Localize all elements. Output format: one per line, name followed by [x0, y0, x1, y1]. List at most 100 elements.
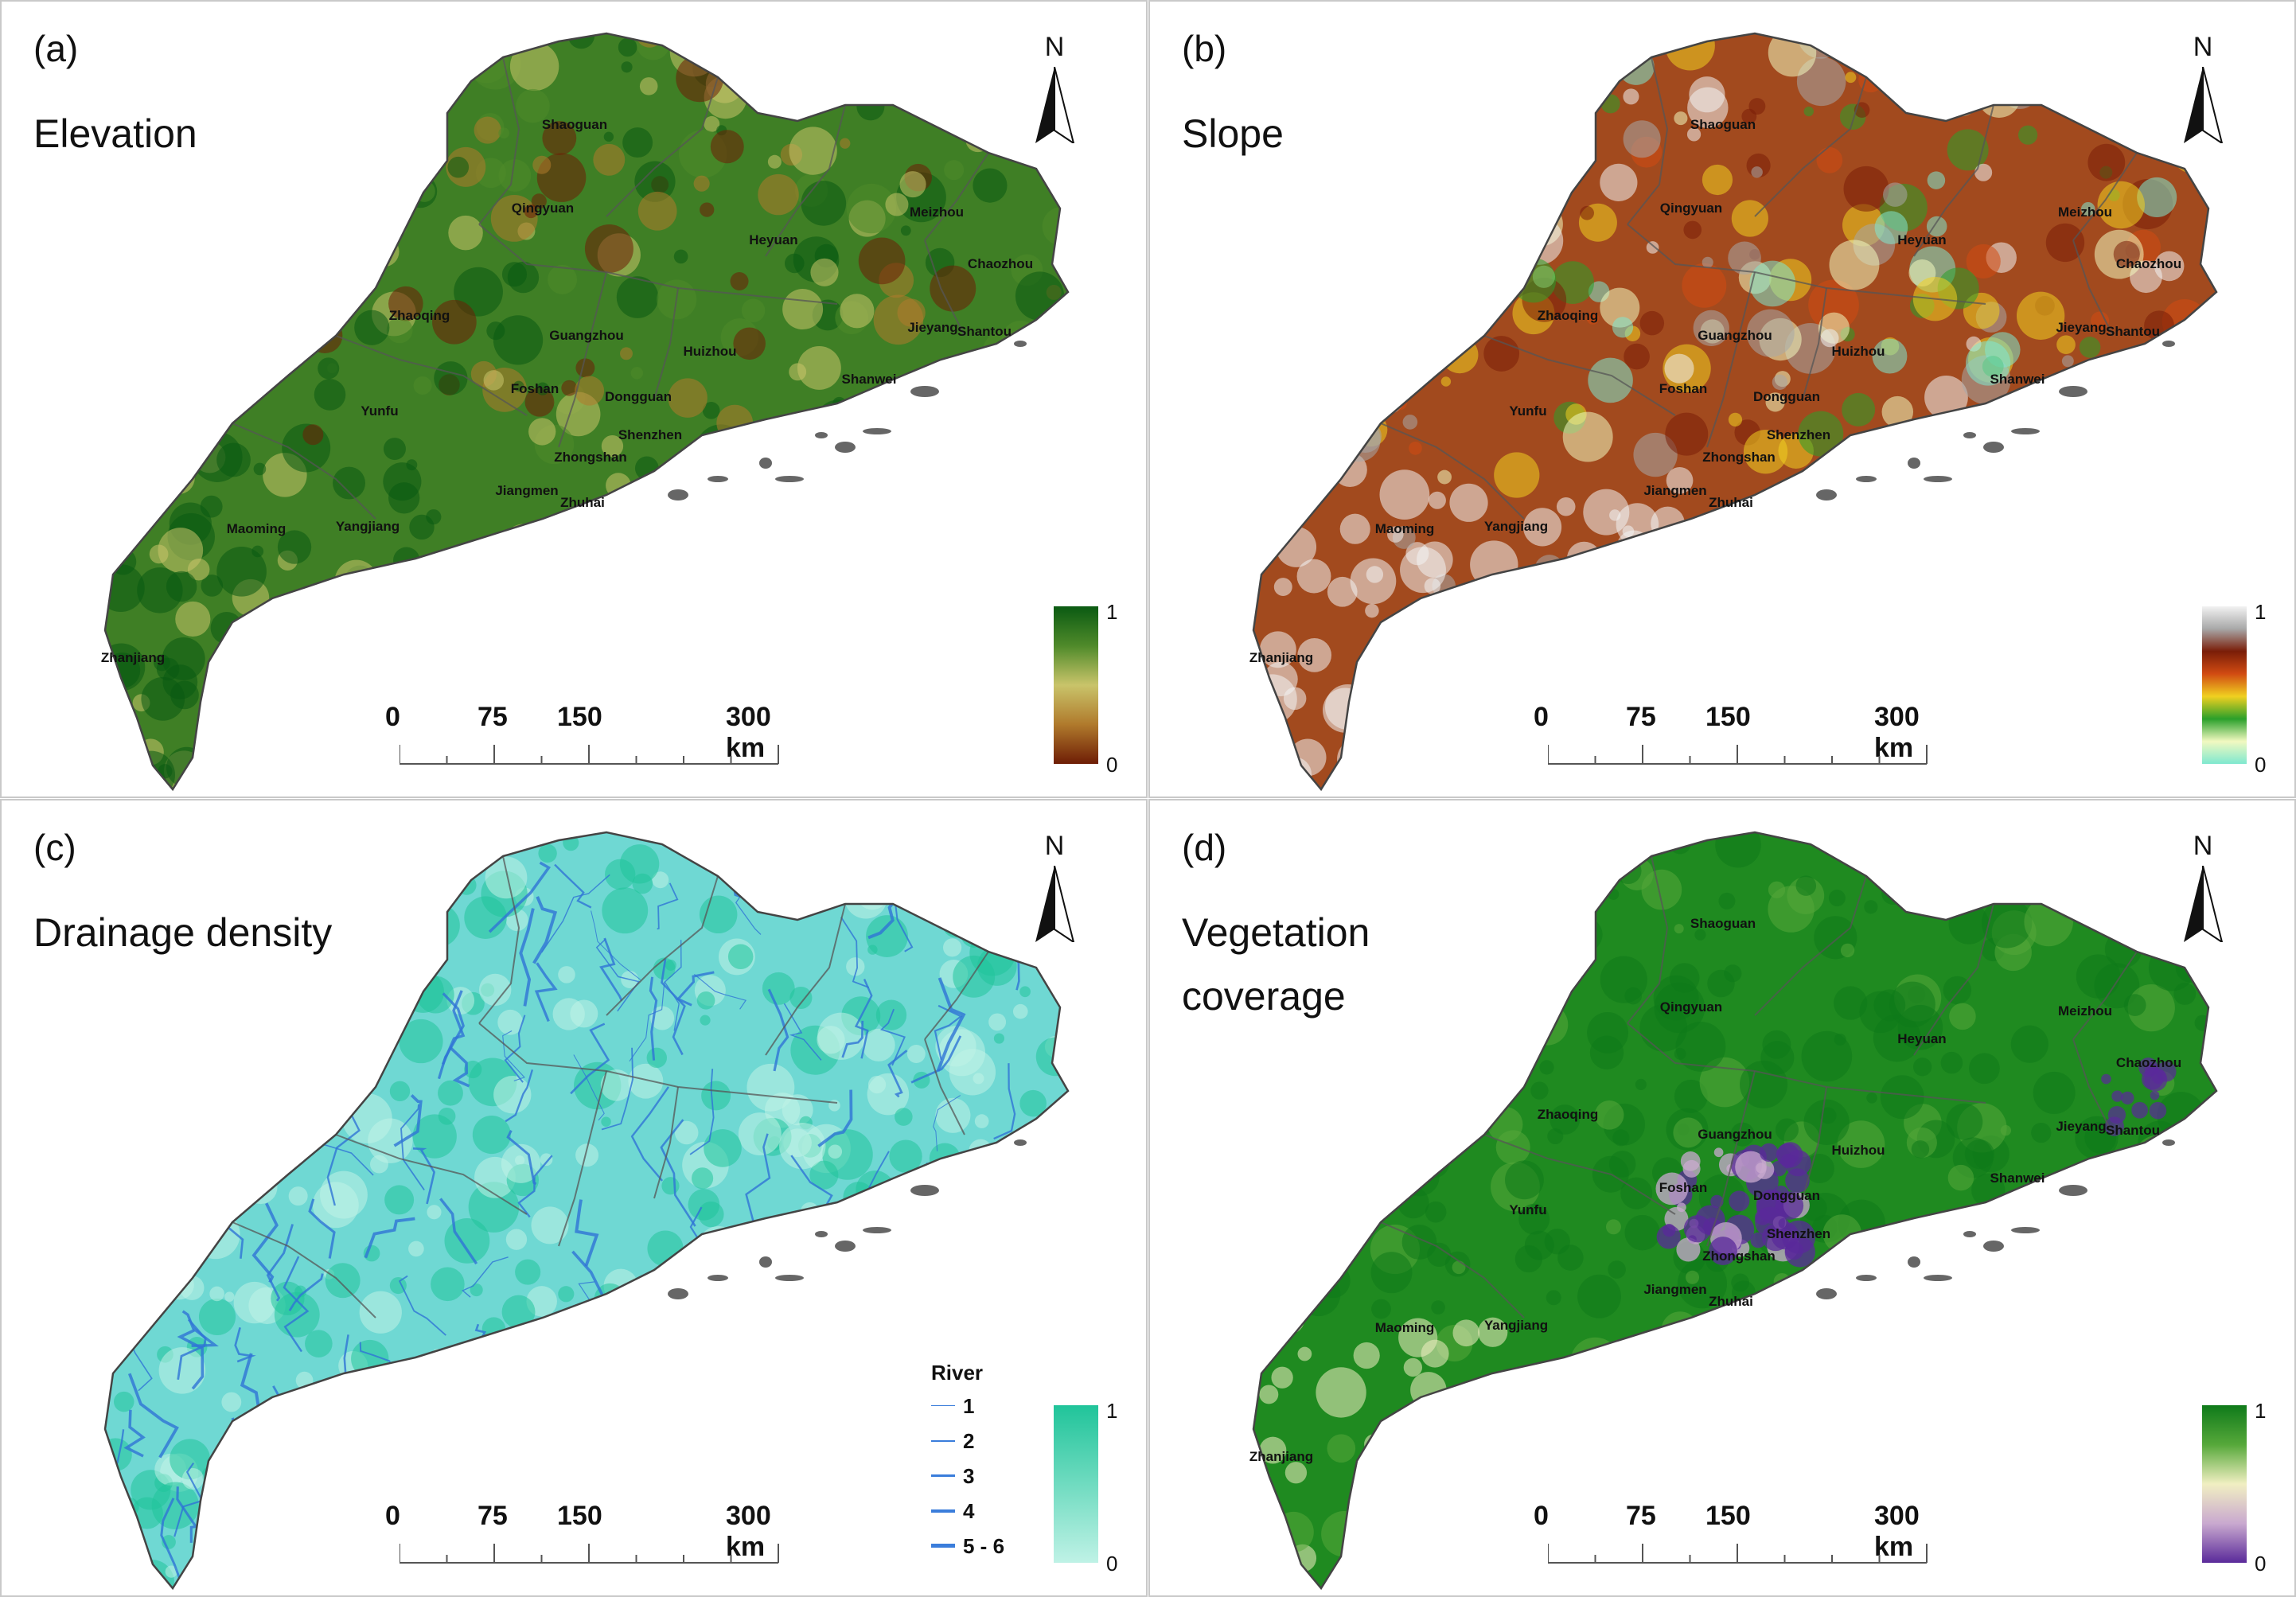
- legend-high-label: 1: [2255, 1399, 2267, 1423]
- river-legend-item: 3: [931, 1464, 1035, 1488]
- city-label-shaoguan: Shaoguan: [542, 117, 607, 132]
- city-label-zhanjiang: Zhanjiang: [101, 650, 165, 665]
- scale-bar: 0 75 150 300 km: [368, 692, 782, 772]
- panel-title: Drainage density: [33, 901, 332, 964]
- river-legend-item: 4: [931, 1499, 1035, 1523]
- river-legend-item: 2: [931, 1429, 1035, 1453]
- scale-bar-label: 300 km: [1874, 702, 1920, 763]
- city-label-huizhou: Huizhou: [683, 344, 736, 359]
- city-label-foshan: Foshan: [1659, 1180, 1707, 1195]
- river-order-label: 5 - 6: [963, 1534, 1005, 1558]
- city-label-shantou: Shantou: [957, 324, 1012, 339]
- scale-bar: 0 75 150 300 km: [1516, 1491, 1930, 1571]
- city-label-heyuan: Heyuan: [1897, 232, 1946, 247]
- panel-label: (c): [33, 827, 76, 868]
- city-label-jiangmen: Jiangmen: [1643, 483, 1706, 498]
- city-label-zhuhai: Zhuhai: [1709, 495, 1753, 510]
- panel-title-line: Slope: [1182, 111, 1284, 156]
- scale-bar-label: 75: [478, 702, 508, 732]
- scale-bar: 0 75 150 300 km: [1516, 692, 1930, 772]
- north-label: N: [1044, 831, 1065, 861]
- legend-high-label: 1: [1106, 600, 1118, 624]
- city-label-jiangmen: Jiangmen: [495, 483, 558, 498]
- legend-low-label: 0: [2255, 1552, 2267, 1576]
- city-label-shanwei: Shanwei: [1990, 372, 2045, 387]
- city-label-maoming: Maoming: [1375, 1320, 1435, 1335]
- city-label-yunfu: Yunfu: [1509, 1202, 1546, 1217]
- city-label-zhaoqing: Zhaoqing: [389, 308, 450, 323]
- scale-bar-label: 300 km: [726, 702, 771, 763]
- city-label-jieyang: Jieyang: [907, 320, 957, 335]
- north-label: N: [2193, 831, 2213, 861]
- city-label-zhanjiang: Zhanjiang: [1249, 650, 1313, 665]
- panel-c: (c) Drainage density N 0 75 150 300 km 1 0 River 1…: [0, 799, 1148, 1597]
- city-label-foshan: Foshan: [1659, 381, 1707, 396]
- scale-bar-label: 150: [1705, 702, 1751, 732]
- panel-title: Elevation: [33, 102, 197, 166]
- city-label-guangzhou: Guangzhou: [549, 328, 623, 343]
- city-label-dongguan: Dongguan: [605, 389, 672, 404]
- city-label-shenzhen: Shenzhen: [1767, 427, 1830, 442]
- river-line-swatch: [931, 1439, 955, 1442]
- city-label-zhongshan: Zhongshan: [1702, 1248, 1776, 1264]
- city-label-meizhou: Meizhou: [2058, 204, 2112, 220]
- river-legend-title: River: [931, 1361, 984, 1385]
- city-label-zhaoqing: Zhaoqing: [1538, 308, 1598, 323]
- river-order-label: 2: [963, 1429, 975, 1453]
- city-label-yunfu: Yunfu: [1509, 403, 1546, 419]
- scale-bar-label: 150: [557, 702, 602, 732]
- city-label-shenzhen: Shenzhen: [618, 427, 682, 442]
- city-label-shenzhen: Shenzhen: [1767, 1226, 1830, 1241]
- city-label-zhuhai: Zhuhai: [560, 495, 605, 510]
- legend-color-ramp: [1054, 1405, 1098, 1563]
- city-label-yangjiang: Yangjiang: [1484, 1318, 1548, 1333]
- panel-title: Slope: [1182, 102, 1284, 166]
- city-label-shanwei: Shanwei: [1990, 1170, 2045, 1186]
- legend-low-label: 0: [1106, 1552, 1118, 1576]
- city-label-guangzhou: Guangzhou: [1698, 328, 1772, 343]
- legend-color-ramp: [2202, 1405, 2247, 1563]
- north-label: N: [1044, 32, 1065, 62]
- city-label-zhuhai: Zhuhai: [1709, 1294, 1753, 1309]
- river-order-label: 4: [963, 1499, 975, 1523]
- scale-bar-label: 0: [1534, 702, 1549, 732]
- city-label-huizhou: Huizhou: [1831, 1143, 1885, 1158]
- city-label-zhongshan: Zhongshan: [554, 450, 627, 465]
- panel-title-line: Vegetation: [1182, 910, 1370, 955]
- scale-bar-label: 75: [478, 1501, 508, 1531]
- north-arrow-icon: N: [2167, 32, 2239, 143]
- scale-bar-label: 0: [385, 702, 400, 732]
- map-c: [103, 831, 1070, 1591]
- city-label-jieyang: Jieyang: [2056, 1119, 2106, 1134]
- legend-low-label: 0: [1106, 753, 1118, 777]
- panel-label: (d): [1182, 827, 1227, 868]
- river-line-swatch: [931, 1509, 955, 1513]
- scale-bar-label: 0: [1534, 1501, 1549, 1531]
- north-label: N: [2193, 32, 2213, 62]
- city-label-jieyang: Jieyang: [2056, 320, 2106, 335]
- city-label-foshan: Foshan: [511, 381, 559, 396]
- panel-title-line: coverage: [1182, 974, 1346, 1019]
- river-line-swatch: [931, 1474, 955, 1477]
- north-arrow-icon: N: [1019, 32, 1090, 143]
- map-a: Shaoguan Qingyuan Meizhou Heyuan Chaozhou Zha…: [101, 32, 1070, 792]
- scale-bar-label: 75: [1626, 702, 1656, 732]
- river-order-label: 1: [963, 1394, 975, 1418]
- city-label-qingyuan: Qingyuan: [512, 201, 574, 216]
- city-label-huizhou: Huizhou: [1831, 344, 1885, 359]
- river-order-label: 3: [963, 1464, 975, 1488]
- legend-high-label: 1: [2255, 600, 2267, 624]
- panel-label: (a): [33, 28, 79, 69]
- city-label-maoming: Maoming: [227, 521, 287, 536]
- legend-low-label: 0: [2255, 753, 2267, 777]
- city-label-maoming: Maoming: [1375, 521, 1435, 536]
- panel-d: Shaoguan Qingyuan Meizhou Heyuan Chaozhou Zha…: [1148, 799, 2296, 1597]
- scale-bar-label: 150: [1705, 1501, 1751, 1531]
- city-label-shanwei: Shanwei: [842, 372, 897, 387]
- legend-high-label: 1: [1106, 1399, 1118, 1423]
- river-legend: River 1 2 3 4 5 - 6: [925, 1361, 1028, 1576]
